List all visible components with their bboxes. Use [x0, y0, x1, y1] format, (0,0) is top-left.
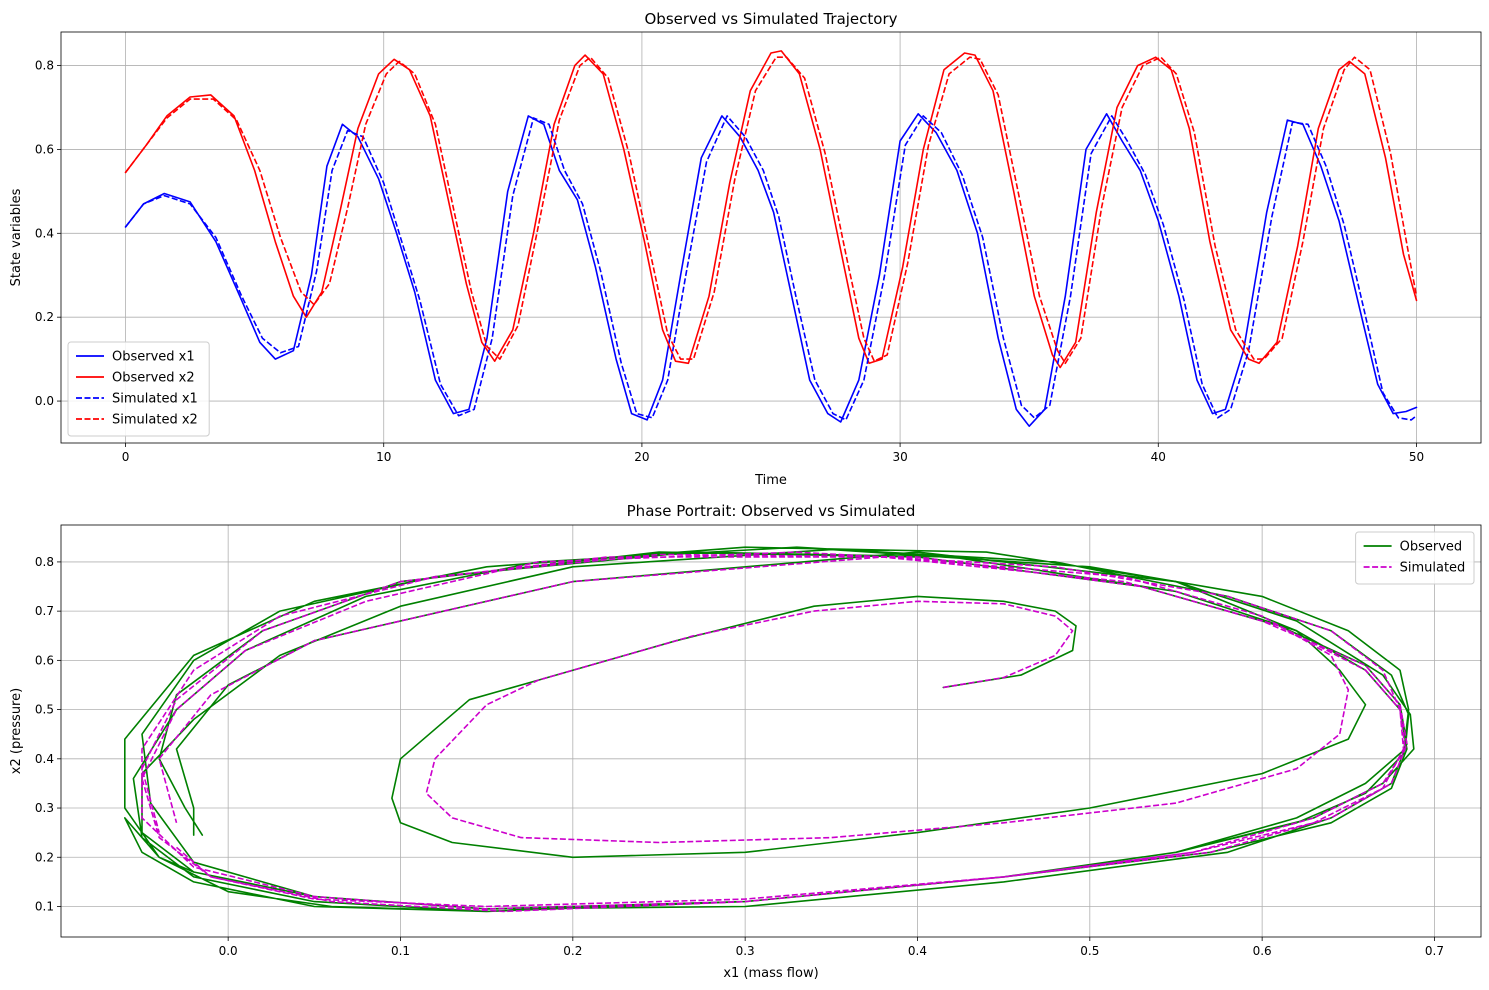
y-tick-label: 0.4	[35, 226, 54, 240]
x-tick-label: 0.3	[736, 944, 755, 958]
legend-label: Observed x1	[112, 350, 195, 365]
y-tick-label: 0.6	[35, 142, 54, 156]
y-tick-label: 0.7	[35, 604, 54, 618]
legend-label: Simulated	[1400, 561, 1466, 576]
series-line-simulated-x1-0	[124, 115, 1418, 421]
x-tick-label: 30	[892, 450, 907, 464]
axes-frame	[60, 524, 1482, 938]
y-axis-label: x2 (pressure)	[9, 688, 24, 774]
axes-frame	[60, 31, 1482, 444]
legend-label: Observed	[1400, 540, 1463, 555]
x-axis-label: Time	[754, 473, 787, 488]
legend: Observed x1 Observed x2 Simulated x1 Simula…	[67, 341, 210, 437]
y-tick-label: 0.1	[35, 899, 54, 913]
series-line-observed-x2-0	[124, 50, 1418, 369]
legend-box	[67, 341, 210, 437]
chart-panel-1: 0 10 20 30 40 50 0.0 0.2 0.4 0.6 0.8 Observed vs Si…	[9, 10, 1482, 488]
x-tick-label: 0	[122, 450, 130, 464]
x-tick-label: 50	[1409, 450, 1424, 464]
chart-title: Phase Portrait: Observed vs Simulated	[627, 502, 916, 520]
legend-label: Observed x2	[112, 371, 195, 386]
y-tick-label: 0.6	[35, 653, 54, 667]
legend-label: Simulated x1	[112, 392, 198, 407]
x-tick-label: 10	[376, 450, 391, 464]
x-tick-label: 0.0	[219, 944, 238, 958]
y-tick-label: 0.8	[35, 59, 54, 73]
x-tick-label: 0.4	[908, 944, 927, 958]
x-tick-label: 0.7	[1425, 944, 1444, 958]
series-line-simulated-x2-0	[124, 56, 1418, 365]
y-axis-label: State variables	[9, 188, 24, 286]
y-tick-label: 0.3	[35, 801, 54, 815]
legend: Observed Simulated	[1355, 531, 1475, 585]
y-tick-label: 0.5	[35, 703, 54, 717]
y-tick-label: 0.2	[35, 310, 54, 324]
y-tick-label: 0.0	[35, 394, 54, 408]
legend-label: Simulated x2	[112, 413, 198, 428]
x-tick-label: 0.2	[563, 944, 582, 958]
x-tick-label: 0.1	[391, 944, 410, 958]
series-group	[124, 50, 1418, 427]
series-line-simulated-1	[141, 551, 1408, 913]
legend-box	[1355, 531, 1475, 585]
y-tick-label: 0.4	[35, 752, 54, 766]
chart-panel-2: 0.0 0.1 0.2 0.3 0.4 0.5 0.6 0.7 0.1 0.2 0.3 0.4 0.5 0…	[9, 502, 1482, 981]
series-group	[124, 546, 1415, 913]
y-tick-label: 0.2	[35, 850, 54, 864]
x-tick-label: 0.6	[1253, 944, 1272, 958]
chart-title: Observed vs Simulated Trajectory	[644, 10, 897, 28]
x-axis-label: x1 (mass flow)	[723, 966, 818, 981]
y-tick-label: 0.8	[35, 555, 54, 569]
x-tick-label: 0.5	[1080, 944, 1099, 958]
x-tick-label: 40	[1151, 450, 1166, 464]
x-tick-label: 20	[634, 450, 649, 464]
